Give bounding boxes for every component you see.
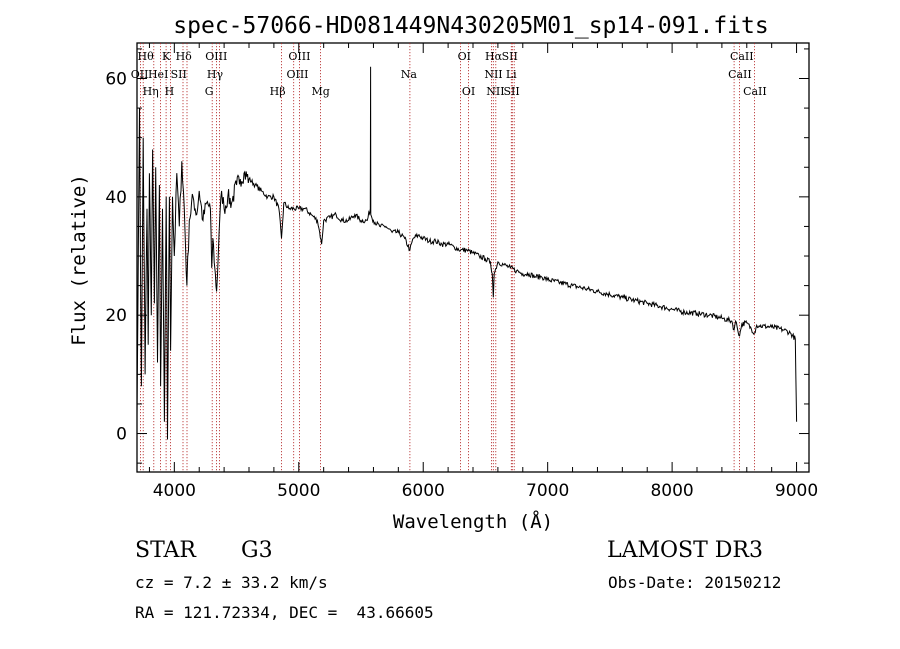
line-label: HeI [148,68,168,81]
line-label: Li [506,68,517,81]
line-label: Mg [311,85,329,98]
plot-frame [136,42,810,473]
line-label: OIII [286,68,308,81]
axis-ticks: 4000 5000 6000 7000 8000 9000 0 20 40 60 [105,43,818,501]
line-label: OIII [205,50,227,63]
line-label: Na [401,68,418,81]
line-label: H [165,85,175,98]
x-tick-label: 7000 [526,481,569,501]
line-label: CaII [743,85,767,98]
line-label: K [162,50,171,63]
y-axis-label: Flux (relative) [68,174,90,346]
line-label: SII [502,50,518,63]
line-label: CaII [730,50,754,63]
coordinates: RA = 121.72334, DEC = 43.66605 [135,603,434,622]
line-label: SII [171,68,187,81]
chart-title: spec-57066-HD081449N430205M01_sp14-091.f… [173,13,768,39]
line-label: Hθ [137,50,154,63]
object-subclass: G3 [241,538,273,563]
line-label: G [205,85,214,98]
x-tick-label: 5000 [277,481,320,501]
line-label: NII [484,68,502,81]
line-label: OII [131,68,149,81]
line-label: Hβ [270,85,286,98]
line-label: OIII [288,50,310,63]
line-label: Hδ [176,50,193,63]
y-tick-label: 40 [105,188,127,208]
line-label: Hγ [207,68,224,81]
redshift-cz: cz = 7.2 ± 33.2 km/s [135,573,328,592]
line-label: Hη [143,85,159,98]
y-tick-label: 0 [116,425,127,445]
x-axis-label: Wavelength (Å) [393,510,553,533]
object-class: STAR [135,538,196,563]
line-label: OI [462,85,475,98]
x-tick-label: 9000 [775,481,818,501]
line-label: CaII [728,68,752,81]
observation-date: Obs-Date: 20150212 [608,573,782,592]
survey-name: LAMOST DR3 [607,538,763,563]
line-label: SII [503,85,519,98]
line-label: OI [458,50,471,63]
x-tick-label: 4000 [153,481,196,501]
line-label: Hα [485,50,503,63]
y-tick-label: 20 [105,306,127,326]
x-tick-label: 6000 [402,481,445,501]
spectral-line-markers [139,43,755,472]
spectrum-line [136,66,798,440]
y-tick-label: 60 [105,70,127,90]
line-label: NII [486,85,504,98]
x-tick-label: 8000 [650,481,693,501]
